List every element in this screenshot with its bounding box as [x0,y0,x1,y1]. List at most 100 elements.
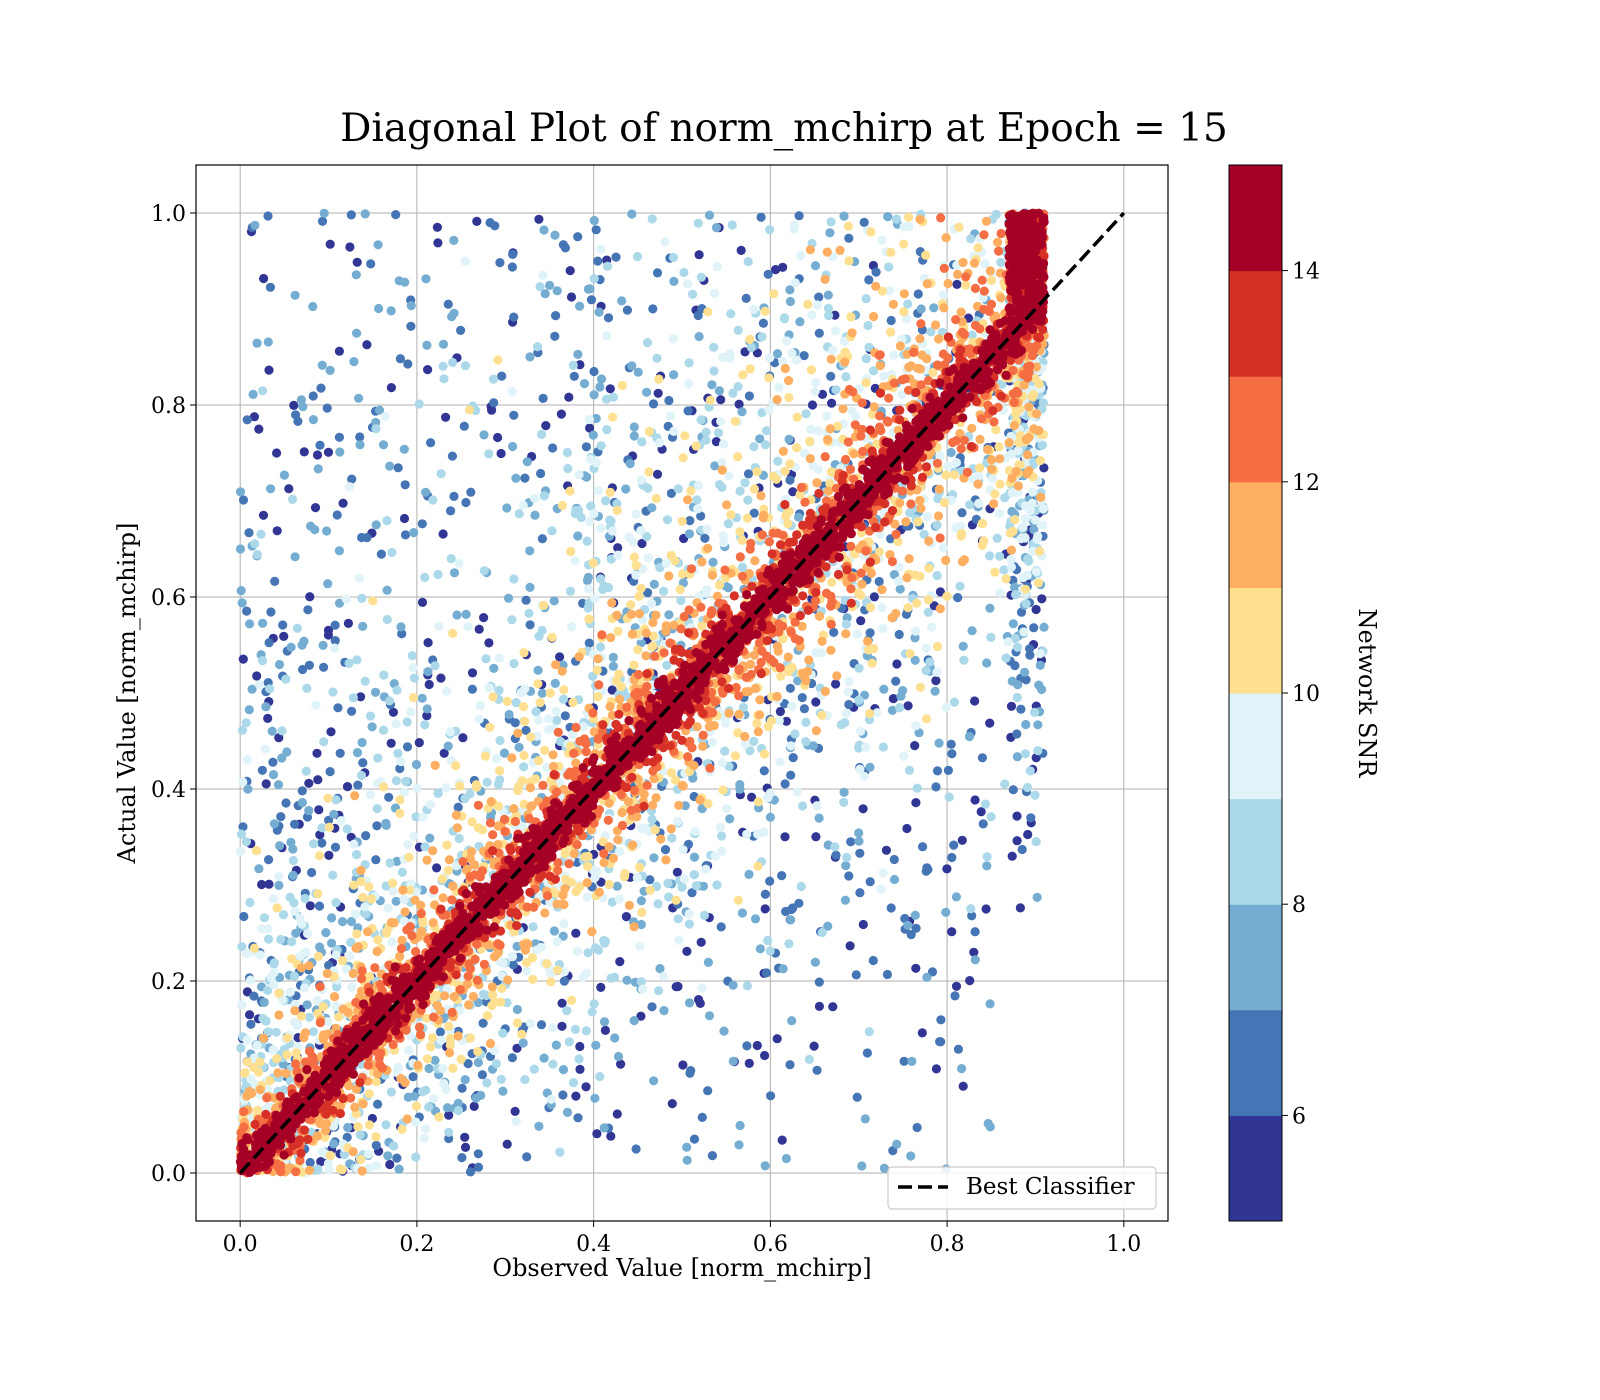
scatter-point [613,543,623,553]
scatter-point [727,220,737,230]
scatter-point [651,610,661,620]
scatter-point [636,896,647,906]
scatter-point [624,900,635,911]
scatter-point [257,765,267,775]
scatter-point [565,486,575,496]
scatter-point [592,1129,602,1139]
scatter-point [451,810,461,820]
scatter-point [796,881,806,892]
scatter-point [760,306,770,316]
scatter-point [274,1010,284,1020]
scatter-point [558,1065,569,1075]
scatter-point [341,594,351,604]
scatter-point [278,620,288,630]
scatter-point [648,800,658,810]
scatter-point [433,238,443,248]
scatter-point [1004,465,1015,476]
scatter-point [755,944,765,954]
scatter-point [773,456,783,466]
scatter-point [893,536,903,547]
scatter-point [468,991,478,1002]
scatter-point [796,250,806,261]
scatter-point [642,338,653,348]
scatter-point [571,1091,581,1101]
scatter-point [675,584,685,595]
scatter-point [328,1121,339,1131]
scatter-point [702,585,712,595]
scatter-point [244,528,254,538]
scatter-point [536,1020,547,1030]
scatter-point [371,1140,381,1150]
scatter-point [744,391,755,401]
scatter-point [585,423,595,433]
scatter-point [943,461,953,471]
scatter-point [841,708,852,718]
scatter-point [509,410,519,420]
scatter-point [237,942,247,952]
scatter-point [411,1101,422,1111]
scatter-point [846,837,856,847]
scatter-point [629,660,639,670]
scatter-point [1024,466,1034,476]
scatter-point [793,676,803,686]
scatter-point [636,1011,646,1021]
scatter-point [472,782,482,792]
scatter-point [753,861,763,871]
scatter-point [863,636,873,646]
scatter-point [245,1010,255,1020]
scatter-point [328,687,338,697]
scatter-point [242,1057,252,1067]
scatter-point [457,1083,467,1093]
scatter-point [427,1033,437,1043]
scatter-point [587,1007,597,1017]
scatter-point [528,922,538,932]
scatter-point [288,855,298,866]
scatter-point [825,479,835,489]
scatter-point [270,576,280,587]
scatter-point [481,654,491,664]
scatter-point [318,1002,328,1012]
scatter-point [613,1051,624,1062]
scatter-point [915,214,925,224]
scatter-point [514,509,524,519]
scatter-point [569,371,579,381]
scatter-point [670,775,681,785]
scatter-point [433,990,443,1000]
scatter-point [1039,463,1049,473]
scatter-point [861,378,871,388]
scatter-point [614,669,624,679]
scatter-point [924,536,934,546]
scatter-point [888,299,899,309]
scatter-point [623,797,634,807]
scatter-point [276,934,286,945]
scatter-point [861,294,871,304]
scatter-point [289,400,299,410]
scatter-point [268,894,279,904]
scatter-point [994,442,1004,452]
scatter-point [561,874,571,885]
scatter-point [911,798,921,808]
scatter-point [884,393,894,403]
scatter-point [760,904,770,914]
scatter-point [239,911,249,922]
scatter-point [733,452,743,462]
scatter-point [765,946,775,956]
scatter-point [430,760,440,771]
scatter-point [865,602,876,613]
scatter-point [484,449,494,459]
scatter-point [981,904,991,914]
scatter-point [530,510,540,520]
scatter-point [371,1077,381,1087]
scatter-point [910,741,920,751]
scatter-point [642,532,652,542]
scatter-point [790,220,800,230]
scatter-point [868,955,878,966]
scatter-point [1031,837,1041,847]
scatter-point [899,751,909,762]
scatter-point [717,846,727,856]
scatter-point [402,1114,412,1124]
scatter-point [807,400,818,410]
scatter-point [744,869,754,880]
scatter-point [907,1056,917,1066]
scatter-point [1030,373,1040,383]
